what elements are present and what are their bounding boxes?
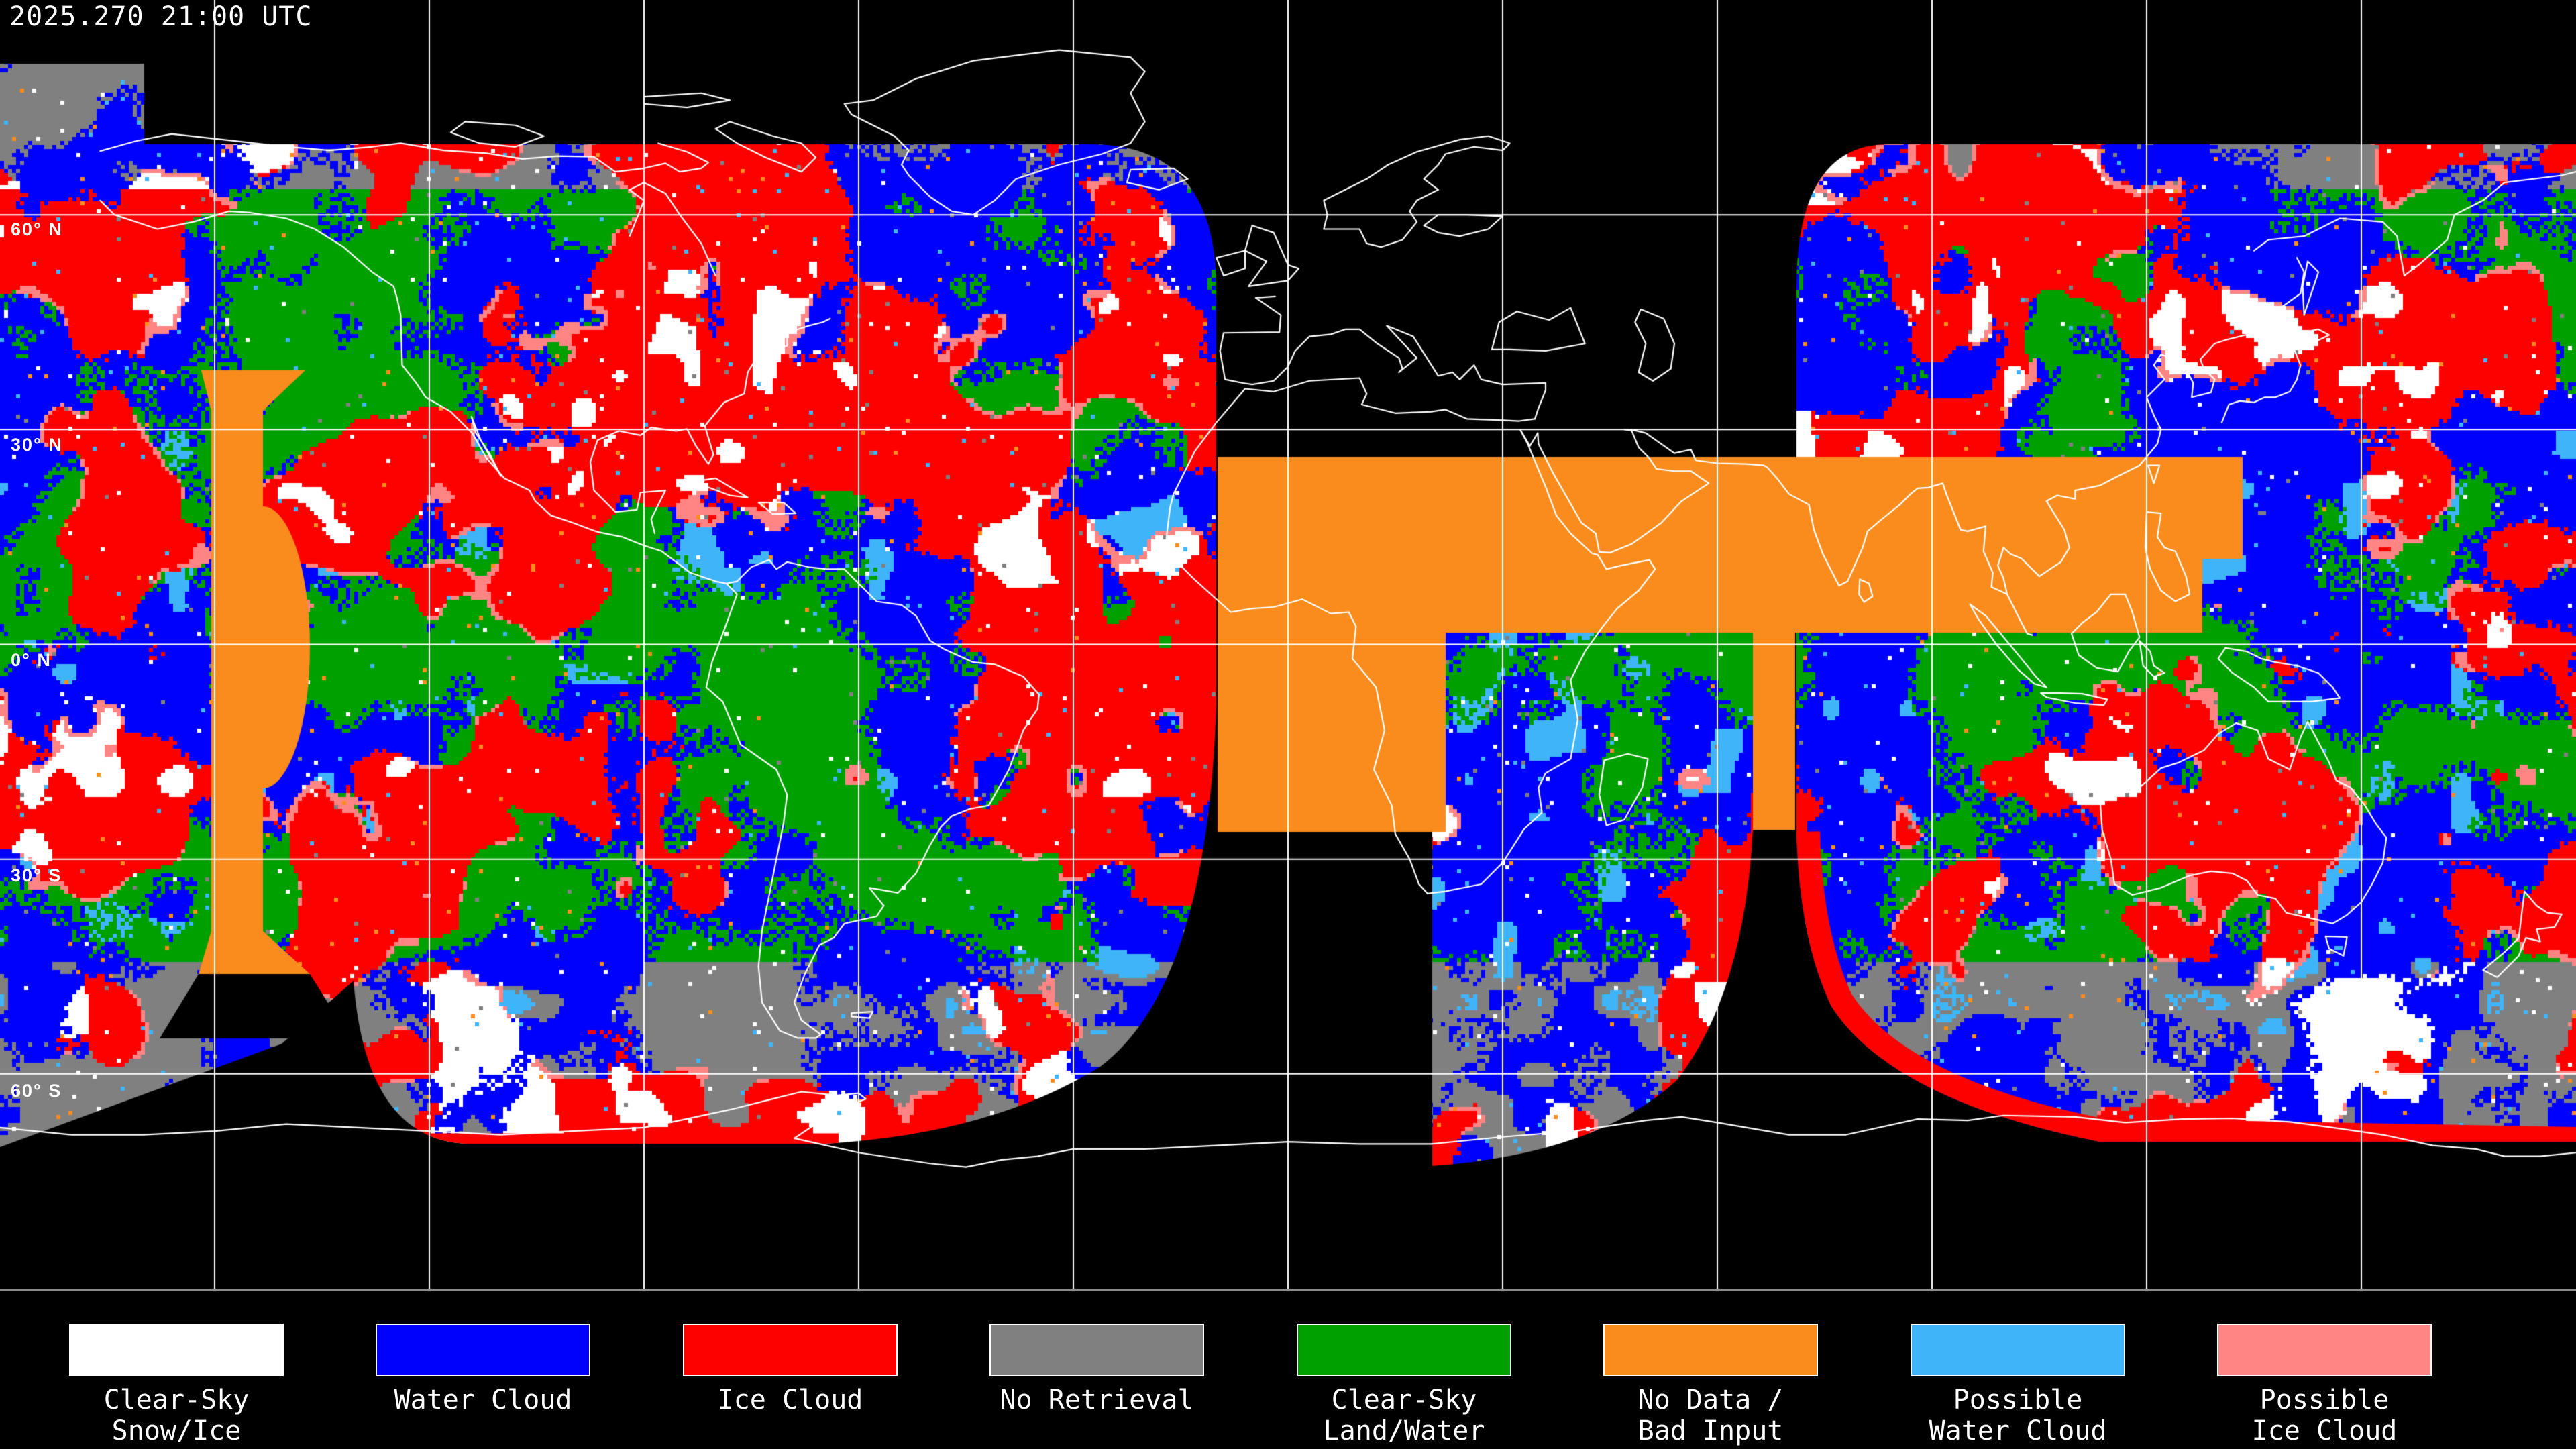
legend-label: Possible [2259,1385,2390,1415]
legend-item-clear-sky-land-water: Clear-Sky Land/Water [1250,1291,1558,1446]
legend-item-no-data-bad-input: No Data / Bad Input [1556,1291,1865,1446]
legend-label: Bad Input [1638,1415,1784,1446]
legend-label: Ice Cloud [717,1385,863,1415]
legend-swatch [2217,1324,2432,1376]
legend-item-possible-ice-cloud: Possible Ice Cloud [2170,1291,2479,1446]
lat-label-30s: 30° S [11,865,62,885]
legend-item-possible-water-cloud: Possible Water Cloud [1864,1291,2172,1446]
legend-label: Clear-Sky [103,1385,250,1415]
lat-label-60s: 60° S [11,1081,62,1101]
legend-label: No Data / [1638,1385,1784,1415]
lat-label-30n: 30° N [11,435,63,455]
legend-item-water-cloud: Water Cloud [329,1291,637,1415]
legend-label: Water Cloud [394,1385,572,1415]
legend-item-clear-sky-snow-ice: Clear-Sky Snow/Ice [22,1291,331,1446]
lat-label-60n: 60° N [11,219,63,239]
legend-label: Possible [1953,1385,2083,1415]
legend-swatch [989,1324,1204,1376]
legend-label: No Retrieval [1000,1385,1194,1415]
legend-swatch [1911,1324,2125,1376]
legend-bar: Clear-Sky Snow/Ice Water Cloud Ice Cloud … [0,1289,2576,1449]
legend-item-no-retrieval: No Retrieval [943,1291,1251,1415]
legend-label: Land/Water [1323,1415,1485,1446]
legend-label: Ice Cloud [2251,1415,2398,1446]
legend-swatch [683,1324,898,1376]
legend-label: Clear-Sky [1331,1385,1477,1415]
lat-label-0n: 0° N [11,650,52,670]
legend-label: Water Cloud [1929,1415,2107,1446]
cloud-phase-map-canvas [0,0,2576,1289]
global-cloud-phase-map: 2025.270 21:00 UTC 60° N 30° N 0° N 30° … [0,0,2576,1289]
legend-swatch [376,1324,590,1376]
legend-swatch [1297,1324,1511,1376]
timestamp: 2025.270 21:00 UTC [9,1,313,32]
legend-label: Snow/Ice [111,1415,241,1446]
legend-swatch [1603,1324,1818,1376]
legend-item-ice-cloud: Ice Cloud [636,1291,945,1415]
legend-swatch [69,1324,284,1376]
